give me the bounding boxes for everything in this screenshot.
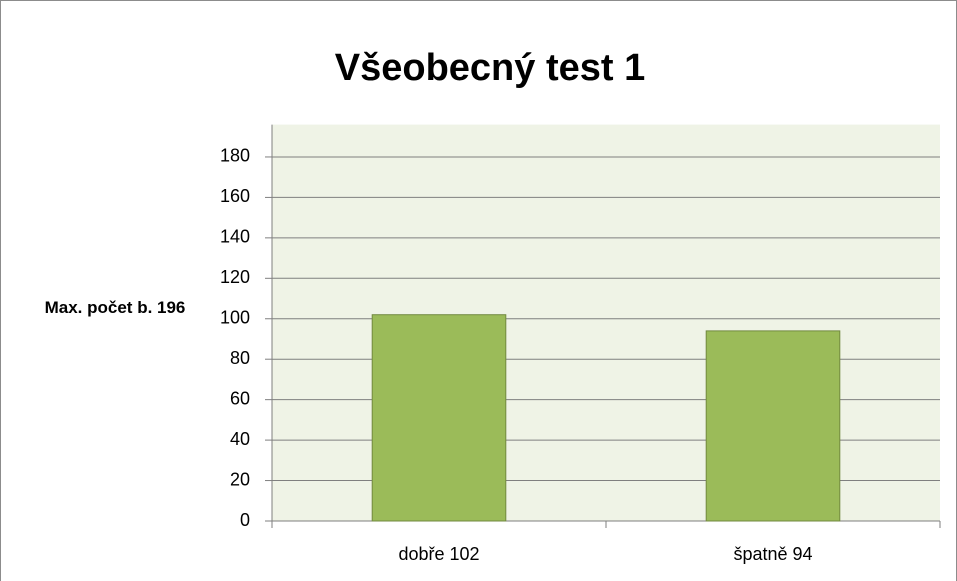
y-tick-label: 80: [230, 348, 250, 368]
y-tick-label: 120: [220, 267, 250, 287]
bar: [371, 314, 507, 522]
y-tick-label: 180: [220, 146, 250, 166]
y-tick-label: 140: [220, 227, 250, 247]
y-tick-label: 40: [230, 429, 250, 449]
y-tick-label: 60: [230, 388, 250, 408]
y-axis-label: Max. počet b. 196: [44, 298, 186, 317]
y-tick-label: 100: [220, 308, 250, 328]
y-tick-label: 20: [230, 469, 250, 489]
bar: [705, 330, 841, 522]
y-tick-label: 160: [220, 186, 250, 206]
x-tick-label: dobře 102: [398, 544, 479, 564]
chart-title: Všeobecný test 1: [335, 47, 645, 89]
x-tick-label: špatně 94: [733, 544, 812, 564]
y-tick-label: 0: [240, 510, 250, 530]
